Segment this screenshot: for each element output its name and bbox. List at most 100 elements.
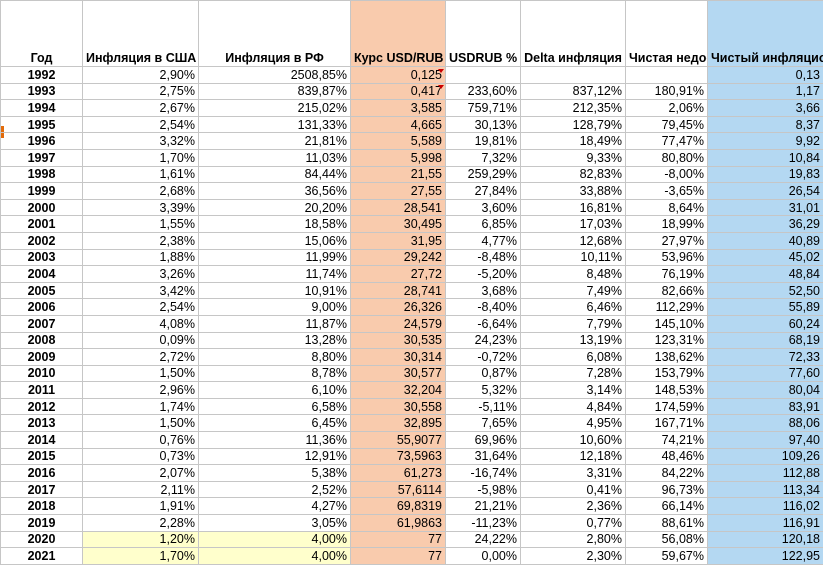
cell-usdrub-pct[interactable]: -5,98% [446,481,521,498]
cell-net-undervaluation[interactable]: 80,80% [626,149,708,166]
cell-us-inflation[interactable]: 2,75% [83,83,199,100]
cell-fair-rate[interactable]: 40,89 [708,232,823,249]
cell-net-undervaluation[interactable]: 167,71% [626,415,708,432]
cell-us-inflation[interactable]: 0,09% [83,332,199,349]
cell-year[interactable]: 1999 [1,183,83,200]
cell-fair-rate[interactable]: 45,02 [708,249,823,266]
cell-usdrub-pct[interactable]: -8,40% [446,299,521,316]
cell-usdrub-pct[interactable]: 24,22% [446,531,521,548]
cell-usd-rub[interactable]: 27,55 [351,183,446,200]
cell-ru-inflation[interactable]: 2,52% [199,481,351,498]
header-ru-inflation[interactable]: Инфляция в РФ [199,1,351,67]
cell-year[interactable]: 2012 [1,398,83,415]
cell-net-undervaluation[interactable]: 27,97% [626,232,708,249]
cell-year[interactable]: 2002 [1,232,83,249]
cell-us-inflation[interactable]: 2,67% [83,100,199,117]
cell-us-inflation[interactable]: 2,96% [83,382,199,399]
comment-indicator-icon[interactable] [438,85,444,89]
cell-net-undervaluation[interactable]: 77,47% [626,133,708,150]
cell-us-inflation[interactable]: 3,42% [83,282,199,299]
header-fair-rate[interactable]: Чистый инфляционный справедливый курс [708,1,823,67]
cell-year[interactable]: 1994 [1,100,83,117]
cell-net-undervaluation[interactable]: 48,46% [626,448,708,465]
cell-usdrub-pct[interactable]: 0,00% [446,548,521,565]
cell-net-undervaluation[interactable]: -3,65% [626,183,708,200]
cell-ru-inflation[interactable]: 11,87% [199,315,351,332]
comment-indicator-icon[interactable] [438,69,444,73]
cell-ru-inflation[interactable]: 5,38% [199,465,351,482]
cell-usd-rub[interactable]: 30,535 [351,332,446,349]
cell-ru-inflation[interactable]: 11,03% [199,149,351,166]
cell-us-inflation[interactable]: 1,70% [83,149,199,166]
cell-fair-rate[interactable]: 60,24 [708,315,823,332]
cell-fair-rate[interactable]: 68,19 [708,332,823,349]
cell-year[interactable]: 2003 [1,249,83,266]
cell-year[interactable]: 1993 [1,83,83,100]
cell-delta-inflation[interactable]: 10,11% [521,249,626,266]
cell-fair-rate[interactable]: 72,33 [708,349,823,366]
cell-ru-inflation[interactable]: 10,91% [199,282,351,299]
header-us-inflation[interactable]: Инфляция в США [83,1,199,67]
cell-us-inflation[interactable]: 1,55% [83,216,199,233]
cell-year[interactable]: 2009 [1,349,83,366]
cell-ru-inflation[interactable]: 84,44% [199,166,351,183]
cell-usd-rub[interactable]: 3,585 [351,100,446,117]
cell-usd-rub[interactable]: 32,895 [351,415,446,432]
cell-usdrub-pct[interactable]: 30,13% [446,116,521,133]
cell-usdrub-pct[interactable]: 24,23% [446,332,521,349]
cell-usd-rub[interactable]: 5,589 [351,133,446,150]
cell-usd-rub[interactable]: 32,204 [351,382,446,399]
cell-delta-inflation[interactable]: 13,19% [521,332,626,349]
cell-delta-inflation[interactable]: 17,03% [521,216,626,233]
cell-net-undervaluation[interactable] [626,67,708,84]
cell-us-inflation[interactable]: 1,74% [83,398,199,415]
cell-fair-rate[interactable]: 77,60 [708,365,823,382]
cell-us-inflation[interactable]: 2,07% [83,465,199,482]
cell-fair-rate[interactable]: 19,83 [708,166,823,183]
cell-year[interactable]: 2011 [1,382,83,399]
cell-ru-inflation[interactable]: 18,58% [199,216,351,233]
cell-us-inflation[interactable]: 2,38% [83,232,199,249]
cell-usdrub-pct[interactable]: -5,11% [446,398,521,415]
cell-delta-inflation[interactable]: 10,60% [521,432,626,449]
cell-ru-inflation[interactable]: 215,02% [199,100,351,117]
cell-fair-rate[interactable]: 36,29 [708,216,823,233]
cell-usdrub-pct[interactable]: -6,64% [446,315,521,332]
cell-delta-inflation[interactable]: 2,36% [521,498,626,515]
cell-usdrub-pct[interactable]: -5,20% [446,266,521,283]
cell-year[interactable]: 2000 [1,199,83,216]
cell-ru-inflation[interactable]: 8,80% [199,349,351,366]
cell-ru-inflation[interactable]: 11,99% [199,249,351,266]
cell-us-inflation[interactable]: 1,20% [83,531,199,548]
cell-year[interactable]: 2010 [1,365,83,382]
cell-ru-inflation[interactable]: 20,20% [199,199,351,216]
cell-us-inflation[interactable]: 0,73% [83,448,199,465]
cell-year[interactable]: 2017 [1,481,83,498]
cell-net-undervaluation[interactable]: 59,67% [626,548,708,565]
cell-fair-rate[interactable]: 122,95 [708,548,823,565]
cell-fair-rate[interactable]: 83,91 [708,398,823,415]
cell-ru-inflation[interactable]: 15,06% [199,232,351,249]
header-usdrub-pct[interactable]: USDRUB % [446,1,521,67]
cell-usdrub-pct[interactable]: 233,60% [446,83,521,100]
header-year[interactable]: Год [1,1,83,67]
cell-usd-rub[interactable]: 61,9863 [351,515,446,532]
cell-us-inflation[interactable]: 2,54% [83,299,199,316]
cell-delta-inflation[interactable]: 4,84% [521,398,626,415]
cell-usdrub-pct[interactable]: 759,71% [446,100,521,117]
cell-usdrub-pct[interactable]: -11,23% [446,515,521,532]
cell-year[interactable]: 1995 [1,116,83,133]
cell-usd-rub[interactable]: 30,558 [351,398,446,415]
cell-usdrub-pct[interactable]: 3,60% [446,199,521,216]
cell-us-inflation[interactable]: 3,39% [83,199,199,216]
cell-delta-inflation[interactable]: 6,08% [521,349,626,366]
cell-delta-inflation[interactable]: 3,14% [521,382,626,399]
cell-us-inflation[interactable]: 1,88% [83,249,199,266]
cell-year[interactable]: 2015 [1,448,83,465]
cell-us-inflation[interactable]: 1,50% [83,415,199,432]
cell-usd-rub[interactable]: 77 [351,548,446,565]
cell-fair-rate[interactable]: 80,04 [708,382,823,399]
cell-year[interactable]: 2005 [1,282,83,299]
cell-net-undervaluation[interactable]: 96,73% [626,481,708,498]
cell-year[interactable]: 2018 [1,498,83,515]
